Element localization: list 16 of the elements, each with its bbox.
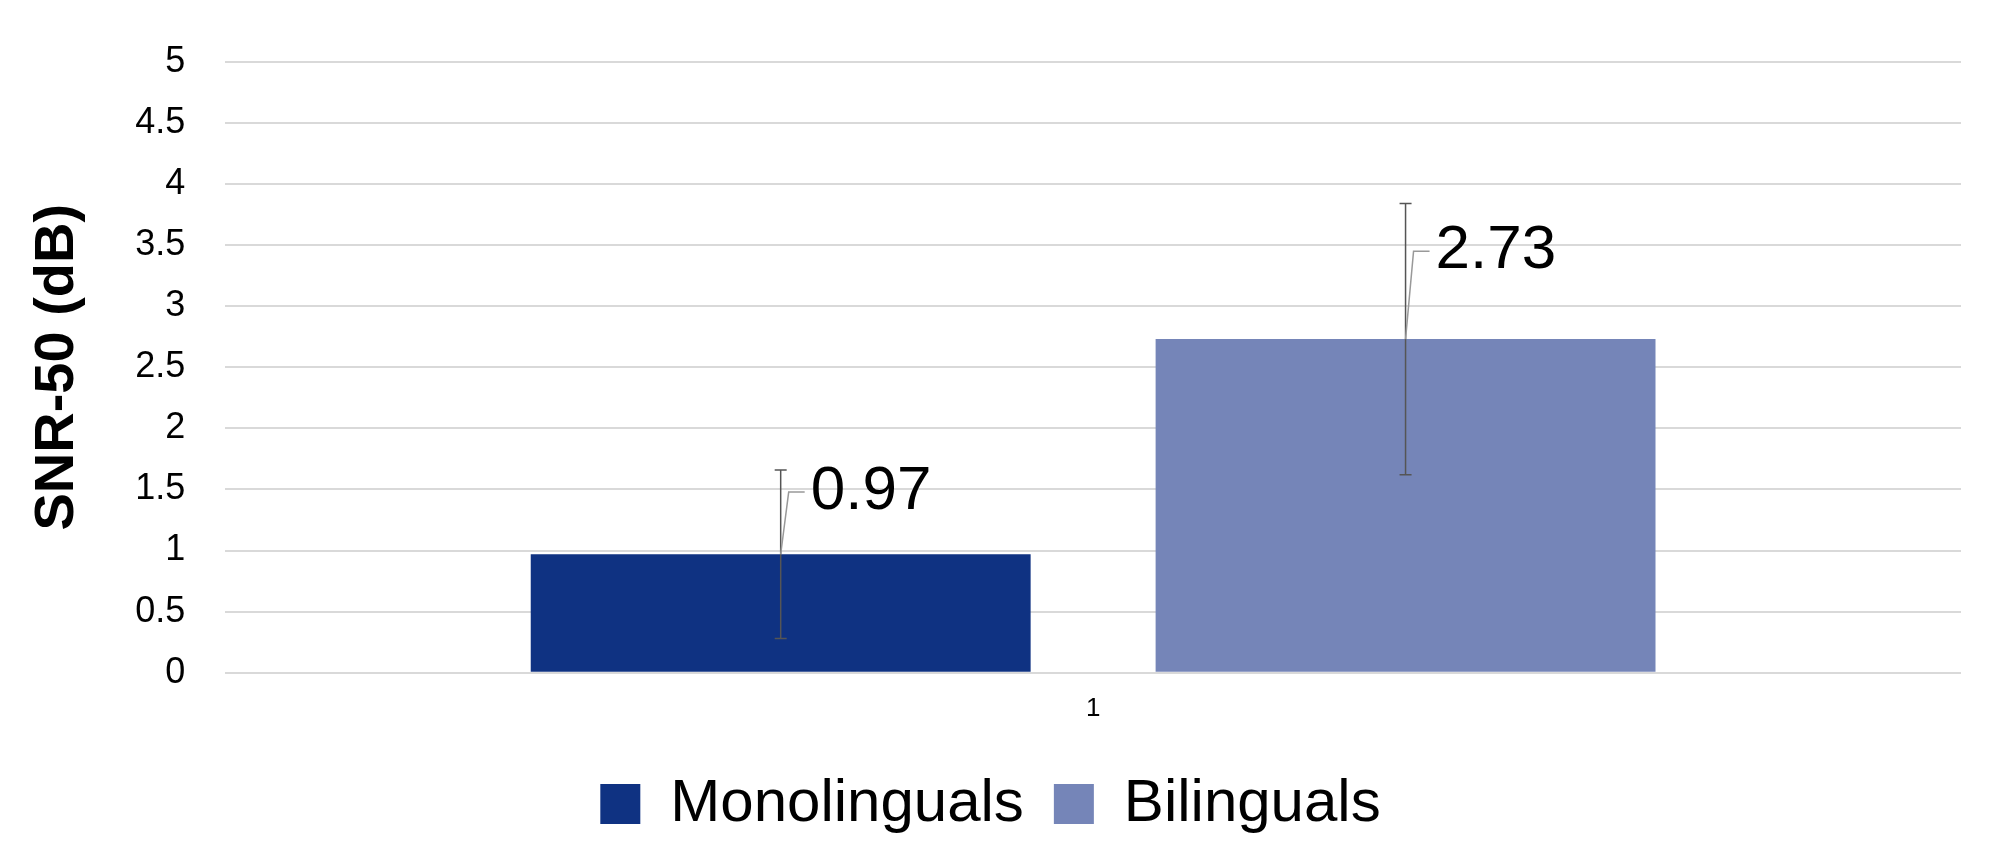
y-tick-label: 4 [165, 160, 186, 202]
y-tick-label: 1 [165, 527, 186, 569]
y-axis-title: SNR-50 (dB) [22, 203, 86, 531]
y-tick-label: 1.5 [135, 466, 186, 508]
data-label: 0.97 [810, 453, 932, 523]
y-tick-label: 5 [165, 38, 186, 80]
y-tick-label: 2.5 [135, 344, 186, 386]
y-tick-label: 3.5 [135, 221, 186, 263]
y-tick-label: 4.5 [135, 99, 186, 141]
y-tick-label: 2 [165, 405, 186, 447]
legend-label: Bilinguals [1123, 766, 1381, 834]
y-tick-label: 0 [165, 649, 186, 691]
y-tick-label: 3 [165, 283, 186, 324]
y-tick-label: 0.5 [135, 588, 186, 630]
data-label: 2.73 [1435, 212, 1557, 282]
legend-label: Monolinguals [670, 766, 1024, 834]
